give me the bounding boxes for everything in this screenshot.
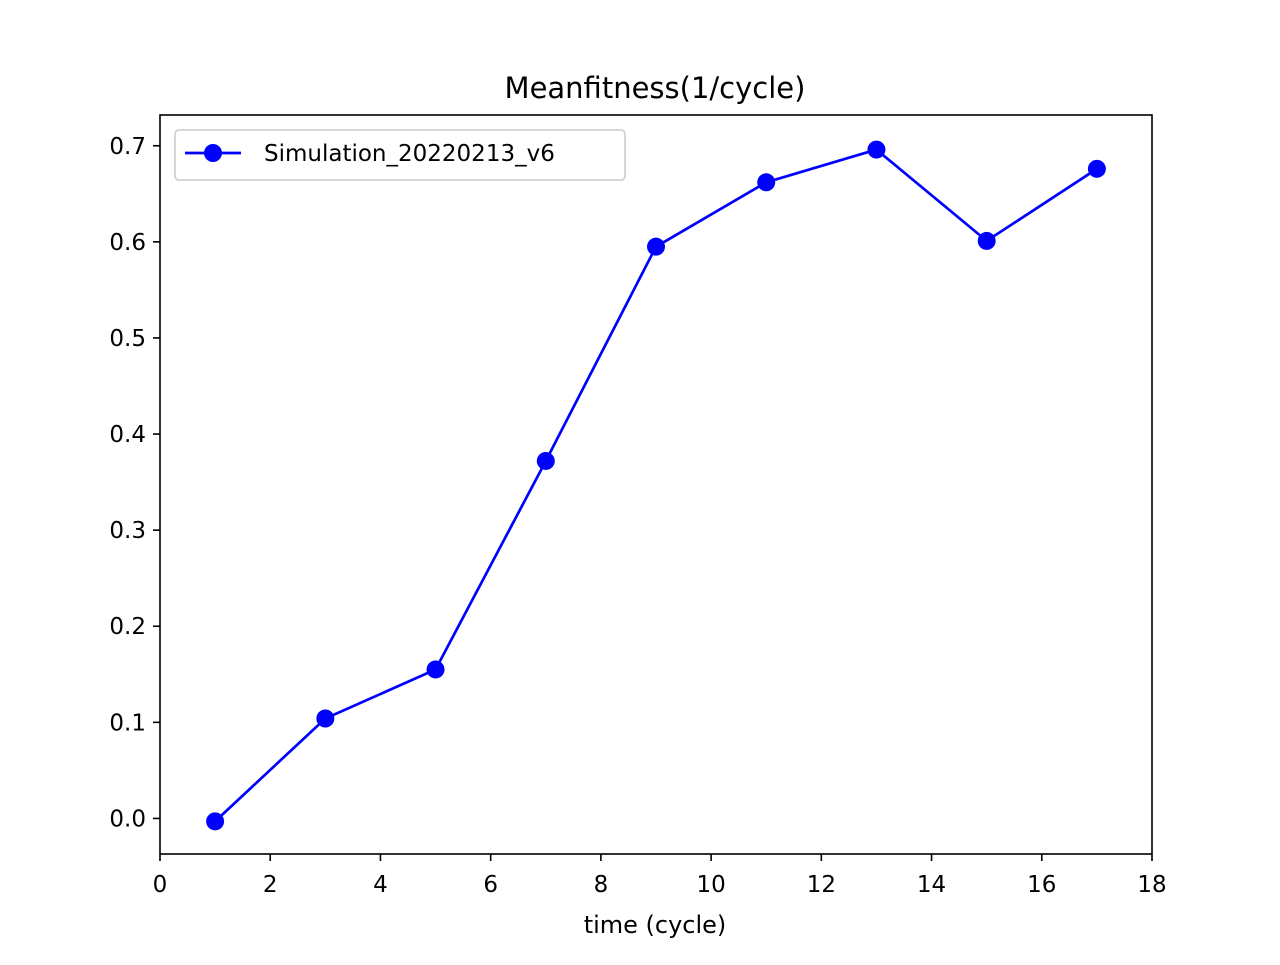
data-point	[316, 709, 335, 728]
x-tick-label: 2	[263, 872, 278, 898]
y-tick-label: 0.1	[109, 710, 146, 736]
y-tick-label: 0.3	[109, 518, 146, 544]
data-point	[206, 812, 225, 831]
x-tick-label: 18	[1137, 872, 1166, 898]
x-tick-label: 0	[153, 872, 168, 898]
data-point	[536, 451, 555, 470]
chart-title: Meanfitness(1/cycle)	[505, 71, 806, 105]
y-tick-label: 0.6	[109, 230, 146, 256]
x-tick-label: 6	[483, 872, 498, 898]
y-tick-label: 0.2	[109, 614, 146, 640]
legend-marker-swatch	[204, 144, 222, 162]
legend: Simulation_20220213_v6	[174, 129, 626, 181]
data-point	[647, 237, 665, 256]
plot-area-frame	[159, 114, 1153, 855]
x-tick-label: 16	[1027, 872, 1056, 898]
x-tick-label: 14	[917, 872, 946, 898]
data-point	[757, 173, 776, 192]
data-point	[867, 140, 886, 159]
y-tick-label: 0.5	[109, 326, 146, 352]
x-tick-label: 10	[696, 872, 725, 898]
y-tick-label: 0.0	[109, 806, 146, 832]
y-axis: 0.0 0.1 0.2 0.3 0.4 0.5 0.6 0.7	[109, 134, 160, 832]
legend-label: Simulation_20220213_v6	[264, 141, 555, 167]
x-axis: 0 2 4 6 8 10 12 14 16 18	[153, 854, 1167, 898]
y-tick-label: 0.7	[109, 134, 146, 160]
data-point	[426, 660, 445, 679]
x-tick-label: 8	[594, 872, 609, 898]
series-layer	[206, 140, 1106, 831]
x-axis-label: time (cycle)	[584, 911, 727, 939]
y-tick-label: 0.4	[109, 422, 146, 448]
data-point	[1087, 159, 1106, 178]
legend-box	[174, 129, 626, 181]
x-tick-label: 12	[807, 872, 836, 898]
x-tick-label: 4	[373, 872, 388, 898]
data-point	[977, 231, 996, 250]
